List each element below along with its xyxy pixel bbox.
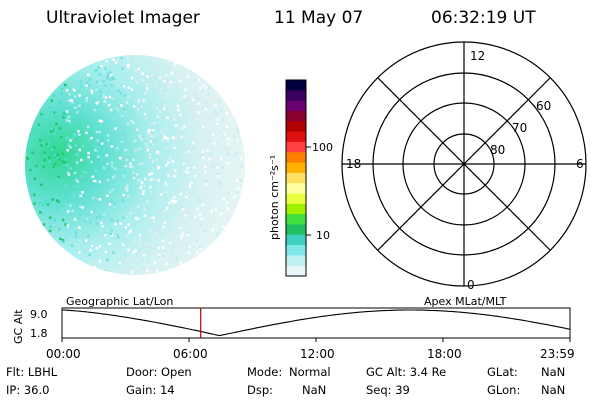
colorbar-band — [286, 80, 306, 91]
colorbar-band — [286, 245, 306, 256]
colorbar-band — [286, 172, 306, 184]
polar-grid — [341, 41, 587, 287]
glon-key: GLon: — [487, 383, 521, 397]
time-label: 06:32:19 UT — [431, 8, 536, 28]
lat-label-80: 80 — [490, 143, 505, 157]
timeline-xtick-label: 06:00 — [173, 347, 208, 361]
colorbar-band — [286, 141, 306, 153]
instrument-title: Ultraviolet Imager — [46, 8, 200, 28]
colorbar-tick-100: 100 — [312, 141, 333, 154]
colorbar-band — [286, 265, 306, 277]
colorbar-band — [286, 214, 306, 226]
colorbar-band — [286, 100, 306, 112]
colorbar-band — [286, 193, 306, 205]
glat-key: GLat: — [487, 365, 518, 379]
mlt-label-6: 6 — [576, 157, 584, 171]
timeline-left-title: Geographic Lat/Lon — [66, 295, 173, 308]
timeline-right-title: Apex MLat/MLT — [424, 295, 507, 308]
colorbar-unit-label: photon cm⁻²s⁻¹ — [268, 155, 281, 240]
ip-status: IP: 36.0 — [6, 383, 50, 397]
timeline-xtick-label: 12:00 — [300, 347, 335, 361]
gain-status: Gain: 14 — [126, 383, 175, 397]
timeline-ytick-top: 9.0 — [30, 308, 48, 321]
timeline-ylabel: GC Alt — [12, 309, 25, 344]
colorbar-band — [286, 110, 306, 122]
colorbar — [286, 80, 306, 277]
colorbar-band — [286, 121, 306, 133]
date-label: 11 May 07 — [274, 8, 364, 28]
timeline-xtick-label: 00:00 — [46, 347, 81, 361]
dsp-value: NaN — [302, 383, 327, 397]
uv-image-disk — [25, 55, 245, 275]
timeline-xtick-label: 23:59 — [540, 347, 575, 361]
mlt-label-12: 12 — [470, 49, 485, 63]
colorbar-band — [286, 131, 306, 143]
colorbar-band — [286, 162, 306, 174]
dsp-key: Dsp: — [247, 383, 274, 397]
mode-key: Mode: — [247, 365, 283, 379]
mlt-label-0: 0 — [467, 278, 475, 292]
colorbar-band — [286, 203, 306, 215]
mlt-label-18: 18 — [346, 157, 361, 171]
mode-value: Normal — [289, 365, 331, 379]
gc-alt-status: GC Alt: 3.4 Re — [366, 365, 447, 379]
seq-status: Seq: 39 — [366, 383, 410, 397]
timeline-panel: Geographic Lat/Lon Apex MLat/MLT GC Alt … — [12, 295, 575, 361]
colorbar-band — [286, 255, 306, 267]
lat-label-60: 60 — [536, 99, 551, 113]
lat-label-70: 70 — [512, 121, 527, 135]
glon-value: NaN — [541, 383, 566, 397]
door-status: Door: Open — [126, 365, 192, 379]
colorbar-band — [286, 234, 306, 246]
colorbar-band — [286, 183, 306, 195]
timeline-xtick-label: 18:00 — [427, 347, 462, 361]
timeline-ytick-bottom: 1.8 — [30, 327, 48, 340]
colorbar-tick-10: 10 — [316, 229, 330, 242]
colorbar-band — [286, 90, 306, 102]
orbit-altitude-line — [61, 309, 571, 337]
glat-value: NaN — [541, 365, 566, 379]
colorbar-band — [286, 152, 306, 164]
filter-status: Flt: LBHL — [6, 365, 58, 379]
colorbar-band — [286, 224, 306, 236]
